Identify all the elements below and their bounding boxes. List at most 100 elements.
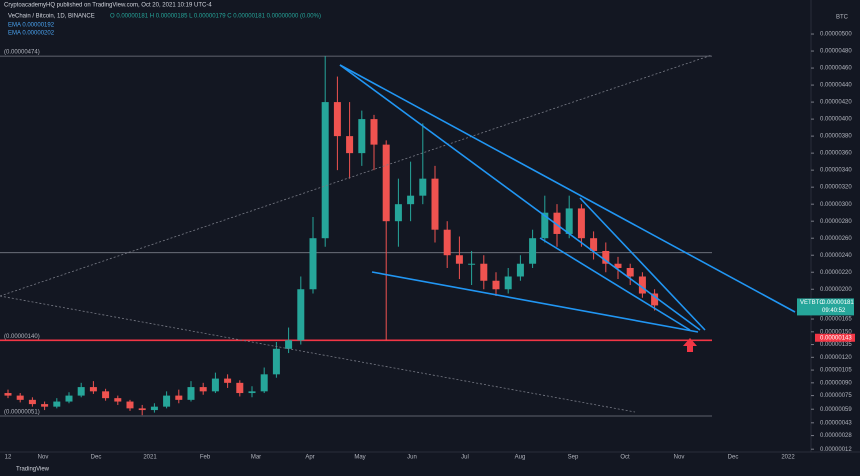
candle-body [114, 398, 122, 402]
candle-body [492, 280, 500, 290]
x-tick-label: 12 [5, 455, 12, 461]
y-tick-label: 0.00000400 [820, 117, 852, 123]
candle-body [309, 238, 317, 290]
candle-body [65, 395, 73, 402]
candle-body [480, 263, 488, 281]
x-tick-label: May [354, 455, 365, 461]
drawings [0, 54, 796, 413]
y-tick-label: 0.00000320 [820, 185, 852, 191]
y-tick-label: 0.00000340 [820, 168, 852, 174]
candle-body [248, 391, 256, 394]
plot [0, 55, 712, 417]
x-tick-label: Oct [620, 455, 630, 461]
x-tick-label: Jul [461, 455, 469, 461]
candle-body [638, 276, 646, 294]
trendline [339, 64, 796, 313]
x-tick-label: 2021 [143, 455, 157, 461]
y-tick-label: 0.00000200 [820, 287, 852, 293]
candle-body [565, 208, 573, 234]
x-tick-label: Dec [728, 455, 739, 461]
target-label: 0.00000143 [820, 335, 852, 341]
trendline [579, 197, 706, 331]
y-tick-label: 0.00000480 [820, 49, 852, 55]
badge-countdown: 09:40:52 [822, 308, 846, 314]
y-tick-label: 0.00000090 [820, 380, 852, 386]
y-tick-label: 0.00000420 [820, 100, 852, 106]
candle-body [77, 387, 85, 396]
candle-body [199, 387, 207, 392]
y-tick-label: 0.00000260 [820, 236, 852, 242]
badge-symbol: VETBTC [800, 300, 824, 306]
x-tick-label: Nov [38, 455, 49, 461]
candle-body [541, 212, 549, 239]
x-tick-label: Aug [515, 455, 526, 461]
candle-body [285, 340, 293, 349]
ohlc: O 0.00000181 H 0.00000185 L 0.00000179 C… [110, 14, 321, 20]
indicator: EMA 0.00000202 [8, 31, 55, 37]
candle-body [297, 289, 305, 341]
candle-body [431, 178, 439, 230]
y-tick-label: 0.00000150 [820, 329, 852, 335]
candle-body [394, 204, 402, 222]
candle-body [28, 399, 36, 405]
badge-price: 0.00000181 [822, 300, 854, 306]
trendline [339, 64, 701, 331]
candle-body [468, 263, 476, 265]
x-tick-label: Feb [200, 455, 211, 461]
x-tick-label: Nov [674, 455, 685, 461]
candle-body [614, 263, 622, 268]
x-tick-label: Sep [568, 455, 579, 461]
candle-body [16, 395, 24, 400]
y-tick-label: 0.00000012 [820, 447, 852, 453]
y-tick-label: 0.00000028 [820, 433, 852, 439]
target-badge [815, 333, 855, 342]
candle-body [163, 395, 171, 407]
level-label: (0.00000140) [4, 334, 40, 340]
candle-body [553, 212, 561, 234]
candle-body [138, 408, 146, 411]
y-tick-label: 0.00000300 [820, 202, 852, 208]
price-badge [797, 298, 854, 316]
x-tick-label: Mar [251, 455, 261, 461]
y-tick-label: 0.00000105 [820, 368, 852, 374]
indicator: EMA 0.00000192 [8, 23, 55, 29]
y-tick-label: 0.00000135 [820, 342, 852, 348]
y-tick-label: 0.00000280 [820, 219, 852, 225]
candle-body [346, 136, 354, 154]
candle-body [590, 238, 598, 251]
y-tick-label: 0.00000165 [820, 317, 852, 323]
y-tick-label: 0.00000120 [820, 355, 852, 361]
candle-body [602, 250, 610, 264]
x-tick-label: 2022 [781, 455, 795, 461]
candle-body [529, 238, 537, 264]
candle-body [504, 276, 512, 290]
red-arrow [683, 338, 697, 352]
candle-body [272, 348, 280, 375]
y-tick-label: 0.00000440 [820, 83, 852, 89]
y-tick-label: 0.00000460 [820, 66, 852, 72]
candle-body [126, 401, 134, 409]
trendline [371, 271, 699, 333]
y-tick-label: 0.00000240 [820, 253, 852, 259]
candle-body [382, 144, 390, 222]
candle-body [358, 119, 366, 154]
candle-body [4, 393, 12, 396]
candle-body [211, 378, 219, 392]
y-tick-label: 0.00000043 [820, 420, 852, 426]
candle-body [187, 387, 195, 400]
y-tick-label: 0.00000059 [820, 407, 852, 413]
candle-body [260, 374, 268, 392]
candle-body [370, 119, 378, 145]
candle-body [407, 195, 415, 205]
dotted-trendline [0, 295, 636, 413]
candle-body [626, 267, 634, 277]
footer: TradingView [16, 467, 50, 473]
x-tick-label: Jun [407, 455, 417, 461]
candle-body [577, 208, 585, 239]
candle-body [321, 102, 329, 239]
level-label: (0.00000051) [4, 410, 40, 416]
candle-body [516, 263, 524, 277]
candle-body [419, 178, 427, 196]
